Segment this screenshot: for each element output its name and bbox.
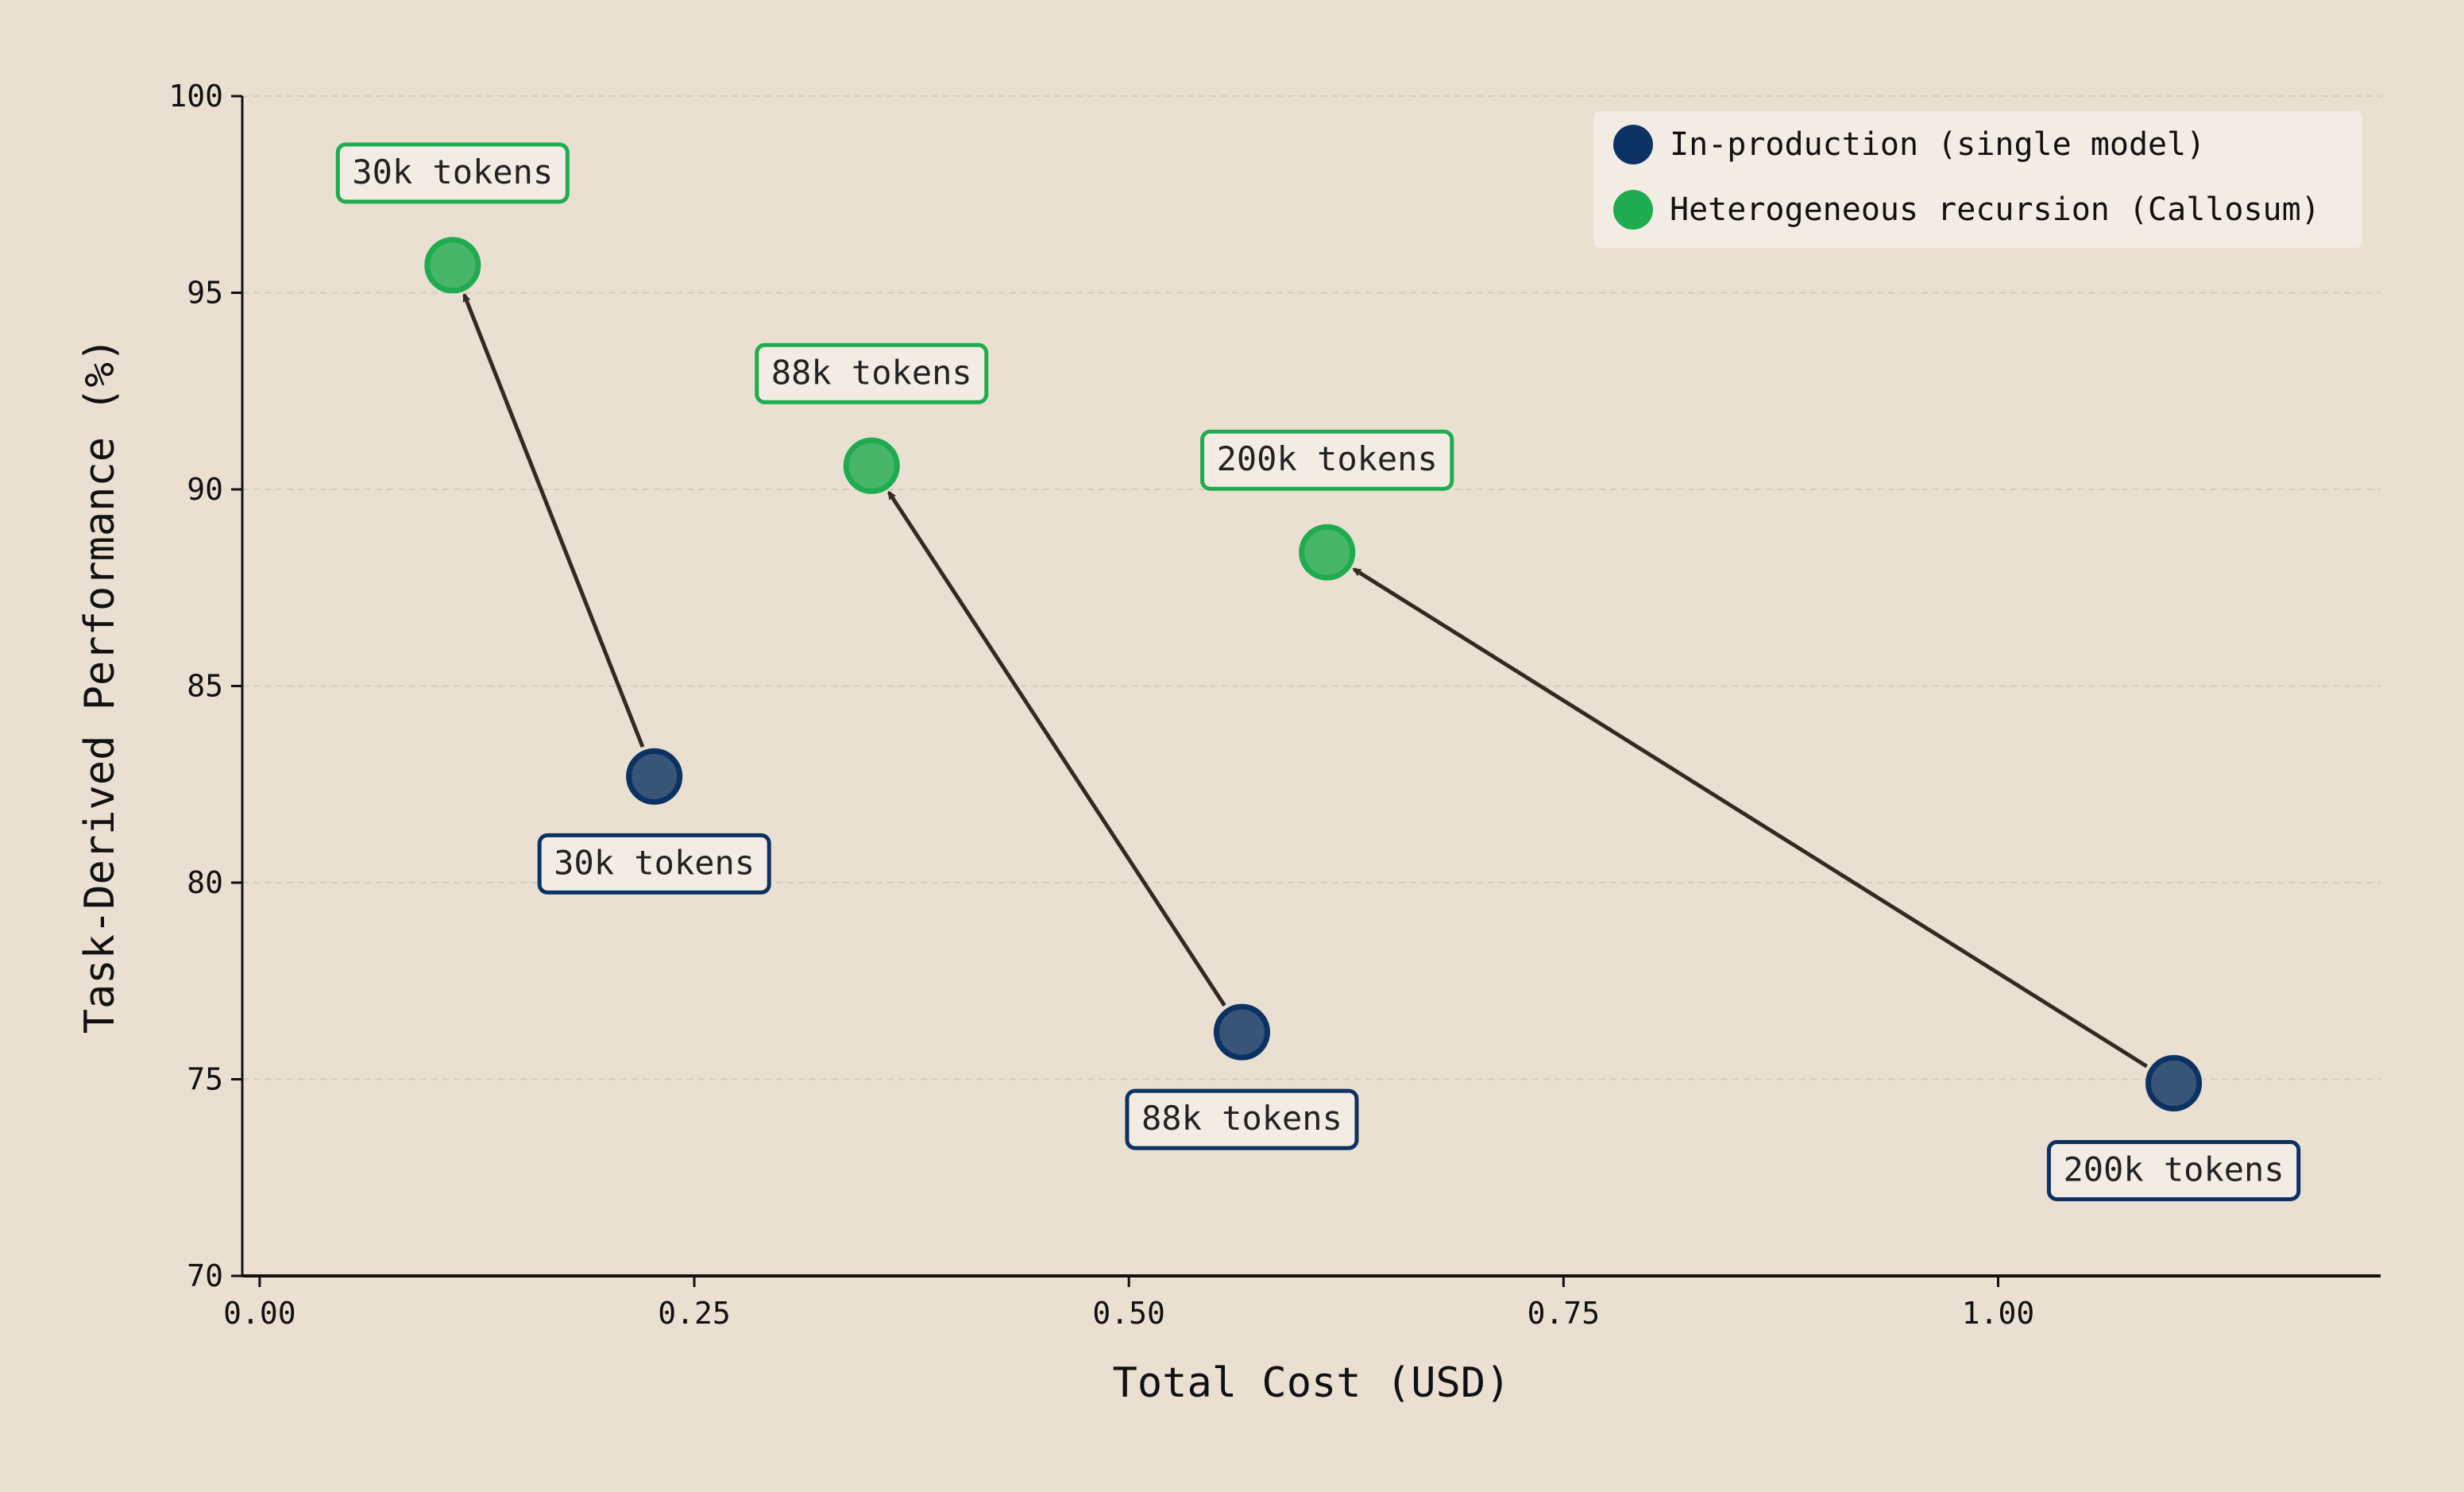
y-tick-label: 70 — [187, 1258, 223, 1293]
y-tick-label: 75 — [187, 1062, 223, 1097]
legend-marker-callosum — [1613, 190, 1653, 230]
legend-label: In-production (single model) — [1670, 126, 2205, 163]
x-tick-label: 0.00 — [223, 1296, 296, 1331]
legend-marker-production — [1613, 125, 1653, 164]
production-label: 200k tokens — [2046, 1139, 2301, 1201]
x-tick-label: 0.25 — [658, 1296, 731, 1331]
legend-label: Heterogeneous recursion (Callosum) — [1670, 191, 2320, 228]
x-axis-label: Total Cost (USD) — [1113, 1359, 1511, 1407]
production-point — [626, 748, 683, 805]
callosum-label: 200k tokens — [1200, 429, 1454, 491]
data-points — [424, 237, 2203, 1111]
label-box — [335, 142, 570, 204]
label-text: 200k tokens — [1217, 439, 1438, 478]
callosum-point — [1299, 524, 1356, 581]
callosum-label: 30k tokens — [335, 142, 570, 204]
y-tick-label: 100 — [168, 79, 223, 114]
improvement-arrow — [887, 493, 1226, 1007]
x-tick-label: 0.75 — [1527, 1296, 1601, 1331]
label-box — [755, 342, 989, 404]
label-box — [1125, 1088, 1359, 1150]
y-tick-label: 80 — [187, 865, 223, 900]
label-box — [537, 833, 771, 895]
y-tick-label: 85 — [187, 669, 223, 704]
improvement-arrow — [462, 295, 645, 748]
label-text: 30k tokens — [352, 153, 553, 191]
legend: In-production (single model) Heterogeneou… — [1593, 111, 2362, 248]
label-box — [2046, 1139, 2301, 1201]
production-label: 30k tokens — [537, 833, 771, 895]
x-tick-label: 0.50 — [1092, 1296, 1165, 1331]
label-box — [1200, 429, 1454, 491]
production-point — [1213, 1003, 1270, 1061]
label-text: 88k tokens — [1141, 1099, 1342, 1138]
x-tick-label: 1.00 — [1962, 1296, 2035, 1331]
improvement-arrow — [1354, 567, 2148, 1069]
legend-box — [1593, 111, 2362, 248]
y-axis-label: Task-Derived Performance (%) — [76, 338, 124, 1034]
axes: 70 75 80 85 90 95 100 0.00 0.25 0.50 0.75 1.00 — [168, 79, 2381, 1331]
label-text: 200k tokens — [2063, 1150, 2284, 1189]
callosum-point — [424, 237, 481, 294]
y-tick-label: 90 — [187, 472, 223, 507]
label-text: 88k tokens — [771, 353, 972, 392]
callosum-point — [843, 437, 900, 494]
production-label: 88k tokens — [1125, 1088, 1359, 1150]
arrows — [462, 295, 2148, 1069]
callosum-label: 88k tokens — [755, 342, 989, 404]
point-labels: 30k tokens 88k tokens 200k tokens 30k token… — [335, 142, 2301, 1201]
y-tick-label: 95 — [187, 276, 223, 311]
label-text: 30k tokens — [554, 843, 755, 882]
production-point — [2145, 1054, 2203, 1111]
